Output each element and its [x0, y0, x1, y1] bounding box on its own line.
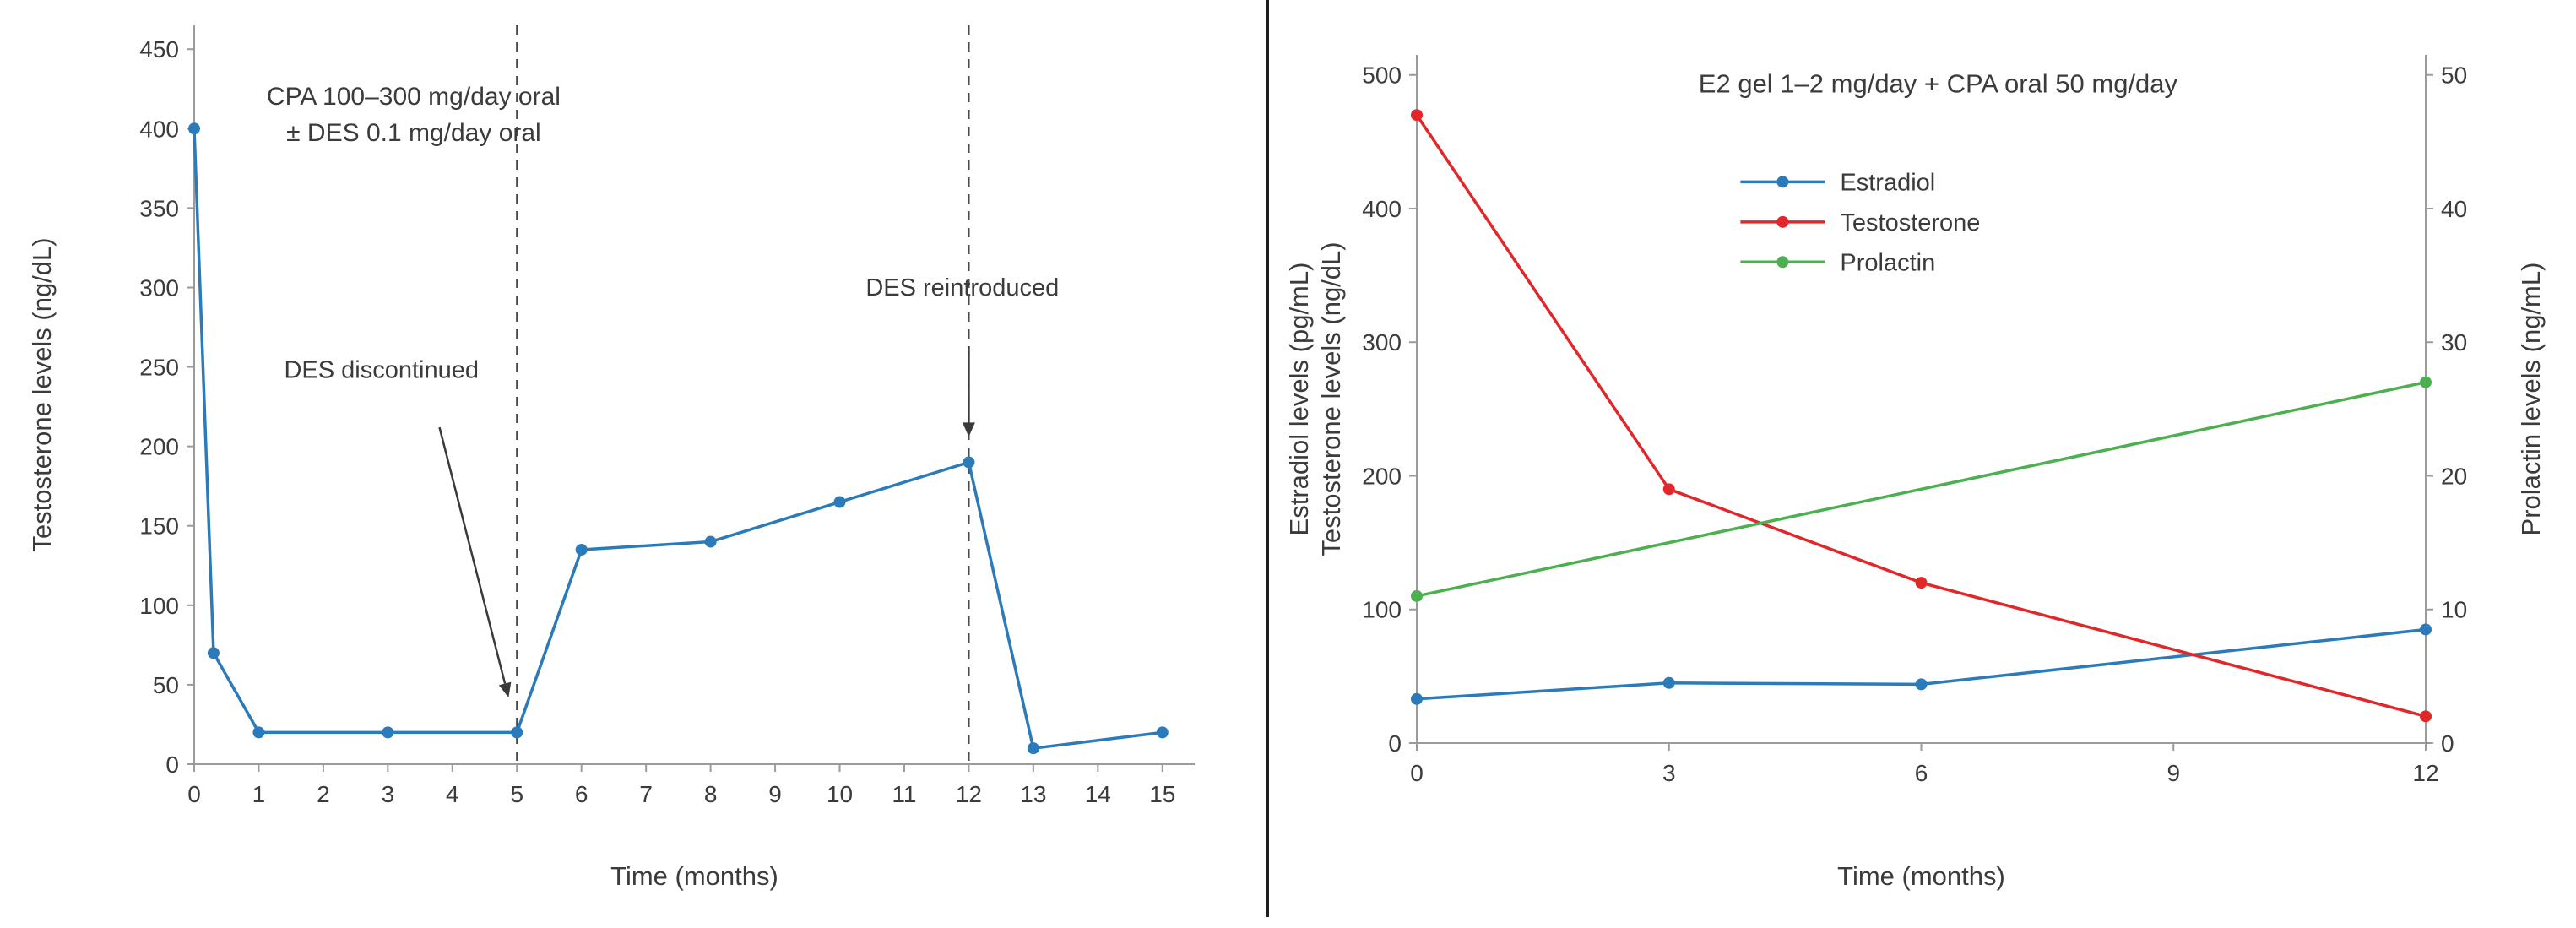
- annotation-label: DES reintroduced: [865, 274, 1059, 301]
- y2-tick-label: 30: [2441, 329, 2467, 355]
- x-axis-label: Time (months): [1837, 861, 2005, 891]
- data-point-estradiol: [1411, 692, 1423, 705]
- data-point-testosterone: [575, 543, 588, 556]
- data-point-testosterone: [207, 647, 220, 659]
- annotation-label: DES discontinued: [284, 357, 479, 384]
- x-tick-label: 12: [2412, 760, 2438, 786]
- x-tick-label: 5: [510, 781, 523, 807]
- x-tick-label: 7: [639, 781, 653, 807]
- x-tick-label: 6: [1915, 760, 1928, 786]
- x-tick-label: 14: [1085, 781, 1111, 807]
- data-point-prolactin: [2420, 376, 2432, 388]
- data-point-testosterone: [511, 726, 523, 739]
- x-tick-label: 1: [252, 781, 266, 807]
- x-tick-label: 0: [1410, 760, 1424, 786]
- panel-divider: [1266, 0, 1269, 917]
- x-tick-label: 9: [2167, 760, 2180, 786]
- data-point-estradiol: [2420, 623, 2432, 636]
- y-axis-label: Testosterone levels (ng/dL): [1316, 241, 1346, 556]
- series-line-testosterone: [1415, 113, 2427, 719]
- y-tick-label: 350: [139, 195, 179, 221]
- data-point-testosterone: [188, 122, 200, 135]
- y-tick-label: 100: [139, 593, 179, 619]
- right-chart-panel: 0 3 6 9 12 0 100 200 300 400 500 0 10 20 30 40 50 E2 gel …: [1269, 0, 2576, 928]
- y-axis-label: Estradiol levels (pg/mL): [1284, 263, 1314, 536]
- left-chart-panel: 0 1 2 3 4 5 6 7 8 9 10 11 12 13 14 15 0 50 100 150 200 250 300…: [0, 0, 1266, 928]
- data-point-testosterone: [1027, 742, 1039, 755]
- y2-tick-label: 0: [2441, 730, 2454, 757]
- x-tick-label: 11: [892, 781, 916, 807]
- data-point-estradiol: [1662, 676, 1675, 689]
- x-tick-label: 0: [187, 781, 201, 807]
- data-point-testosterone: [1156, 726, 1169, 739]
- data-point-testosterone: [2420, 710, 2432, 723]
- y2-tick-label: 40: [2441, 196, 2467, 222]
- y2-tick-label: 50: [2441, 62, 2467, 89]
- data-point-testosterone: [1662, 483, 1675, 496]
- y2-tick-label: 20: [2441, 463, 2467, 489]
- x-axis-label: Time (months): [610, 861, 778, 891]
- y-tick-label: 250: [139, 355, 179, 381]
- x-tick-label: 15: [1149, 781, 1175, 807]
- x-tick-label: 6: [575, 781, 588, 807]
- chart-title: E2 gel 1–2 mg/day + CPA oral 50 mg/day: [1699, 68, 2178, 98]
- y-tick-label: 200: [139, 434, 179, 460]
- y2-tick-label: 10: [2441, 597, 2467, 623]
- y-tick-label: 400: [1362, 196, 1402, 222]
- y-tick-label: 100: [1362, 597, 1402, 623]
- data-point-testosterone: [382, 726, 394, 739]
- y-axis-label: Testosterone levels (ng/dL): [27, 237, 57, 551]
- series-line-prolactin: [1415, 380, 2427, 598]
- data-point-testosterone: [704, 535, 717, 548]
- y-tick-label: 300: [1362, 329, 1402, 355]
- x-tick-label: 3: [1662, 760, 1676, 786]
- legend-marker-testosterone: [1776, 215, 1789, 228]
- annotation-arrow-line: [438, 426, 507, 684]
- y-tick-label: 300: [139, 274, 179, 301]
- data-point-testosterone: [252, 726, 265, 739]
- y-tick-label: 450: [139, 36, 179, 62]
- annotation-arrow-head: [498, 681, 512, 697]
- y-tick-label: 150: [139, 513, 179, 540]
- legend-label: Testosterone: [1840, 209, 1980, 236]
- x-tick-label: 9: [768, 781, 782, 807]
- y-tick-label: 50: [153, 672, 179, 698]
- treatment-annotation-line: ± DES 0.1 mg/day oral: [286, 119, 541, 147]
- y-tick-label: 0: [165, 752, 179, 778]
- data-point-estradiol: [1915, 678, 1928, 691]
- data-point-testosterone: [1411, 109, 1423, 122]
- data-point-prolactin: [1411, 589, 1423, 602]
- legend-marker-estradiol: [1776, 176, 1789, 188]
- x-tick-label: 10: [827, 781, 853, 807]
- legend-label: Prolactin: [1840, 249, 1935, 276]
- x-tick-label: 13: [1020, 781, 1046, 807]
- series-line-estradiol: [1415, 627, 2427, 701]
- y-tick-label: 0: [1388, 730, 1402, 757]
- y-tick-label: 400: [139, 116, 179, 142]
- legend-marker-prolactin: [1776, 256, 1789, 269]
- cpa-des-testosterone-chart: 0 1 2 3 4 5 6 7 8 9 10 11 12 13 14 15050100150200250300…: [27, 25, 1195, 891]
- y2-axis-label: Prolactin levels (ng/mL): [2516, 263, 2546, 536]
- x-tick-label: 3: [382, 781, 395, 807]
- data-point-testosterone: [833, 496, 846, 508]
- annotation-arrow-head: [962, 422, 975, 437]
- legend-label: Estradiol: [1840, 169, 1935, 196]
- treatment-annotation-line: CPA 100–300 mg/day oral: [267, 83, 561, 111]
- x-tick-label: 4: [446, 781, 459, 807]
- series-line-testosterone: [193, 127, 1164, 750]
- x-tick-label: 12: [956, 781, 982, 807]
- x-tick-label: 2: [317, 781, 330, 807]
- y-tick-label: 500: [1362, 62, 1402, 89]
- y-tick-label: 200: [1362, 463, 1402, 489]
- data-point-testosterone: [963, 456, 975, 469]
- x-tick-label: 8: [704, 781, 718, 807]
- data-point-testosterone: [1915, 577, 1928, 589]
